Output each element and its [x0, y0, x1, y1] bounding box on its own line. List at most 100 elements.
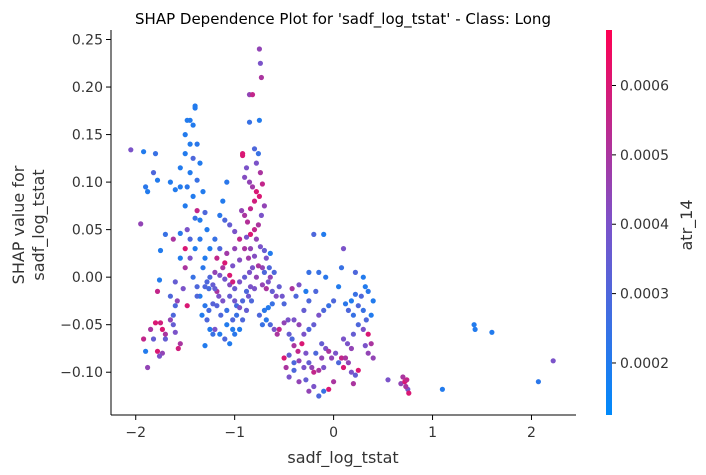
scatter-point — [350, 331, 356, 337]
scatter-point — [172, 303, 178, 309]
scatter-point — [202, 209, 208, 216]
scatter-point — [190, 274, 196, 280]
scatter-point — [338, 355, 345, 361]
scatter-point — [237, 257, 243, 263]
scatter-point — [251, 286, 258, 292]
scatter-point — [266, 265, 272, 271]
scatter-point — [192, 215, 198, 221]
scatter-point — [316, 312, 322, 318]
scatter-point — [148, 326, 154, 332]
scatter-point — [242, 174, 248, 180]
scatter-point — [145, 189, 151, 195]
scatter-point — [220, 265, 226, 271]
x-tick-label: 2 — [527, 425, 536, 441]
scatter-point — [333, 350, 339, 356]
scatter-point — [150, 336, 157, 342]
scatter-point — [143, 348, 149, 354]
scatter-point — [227, 293, 233, 299]
scatter-point — [243, 234, 250, 240]
scatter-point — [159, 326, 165, 332]
scatter-point — [248, 298, 255, 304]
scatter-point — [306, 269, 312, 275]
scatter-point — [249, 265, 256, 271]
scatter-point — [184, 184, 190, 190]
y-axis-ticks: −0.10 −0.05 0.00 0.05 0.10 0.15 0.20 0.25 — [60, 33, 111, 381]
scatter-point — [348, 345, 354, 352]
scatter-point — [355, 322, 361, 328]
scatter-point — [259, 282, 265, 288]
scatter-point — [326, 386, 332, 392]
scatter-point — [306, 360, 312, 366]
x-axis-label: sadf_log_tstat — [287, 448, 398, 468]
scatter-point — [227, 272, 233, 278]
scatter-point — [172, 279, 178, 285]
scatter-point — [352, 291, 358, 297]
y-tick-label: 0.25 — [72, 33, 103, 49]
scatter-point — [301, 307, 307, 313]
scatter-point — [326, 348, 332, 354]
scatter-point — [162, 336, 168, 342]
scatter-point — [345, 307, 351, 313]
scatter-point — [257, 244, 263, 250]
scatter-point — [167, 293, 173, 299]
scatter-point — [202, 303, 208, 309]
scatter-point — [352, 269, 358, 275]
scatter-point — [246, 269, 253, 275]
scatter-point — [398, 381, 404, 387]
scatter-point — [269, 301, 275, 307]
scatter-point — [340, 336, 347, 342]
scatter-point — [194, 293, 200, 299]
scatter-point — [240, 317, 246, 323]
scatter-point — [263, 255, 269, 261]
y-tick-label: 0.15 — [72, 128, 103, 144]
scatter-point — [199, 312, 205, 318]
scatter-point — [340, 364, 347, 371]
scatter-point — [289, 336, 295, 342]
scatter-point — [152, 151, 159, 157]
scatter-point — [247, 284, 254, 290]
scatter-point — [439, 386, 445, 392]
scatter-point — [207, 246, 213, 252]
scatter-point — [247, 246, 254, 252]
scatter-point — [216, 293, 222, 299]
scatter-point — [404, 377, 410, 383]
scatter-point — [224, 179, 230, 185]
scatter-point — [204, 279, 210, 285]
scatter-point — [285, 317, 291, 323]
scatter-point — [204, 227, 210, 233]
scatter-point — [247, 231, 254, 237]
scatter-point — [319, 355, 325, 361]
scatter-point — [187, 170, 193, 176]
scatter-point — [296, 282, 302, 288]
scatter-point — [170, 312, 176, 318]
scatter-point — [194, 177, 200, 183]
scatter-point — [326, 303, 332, 309]
scatter-point — [362, 284, 368, 290]
scatter-point — [237, 236, 243, 242]
scatter-point — [263, 317, 269, 323]
scatter-point — [190, 193, 196, 199]
y-tick-label: −0.05 — [60, 318, 103, 334]
scatter-point — [257, 170, 263, 176]
scatter-point — [313, 288, 319, 294]
scatter-point — [363, 317, 369, 323]
scatter-point — [237, 279, 243, 285]
scatter-point — [303, 350, 309, 356]
scatter-point — [261, 203, 267, 209]
scatter-point — [192, 103, 198, 109]
scatter-point — [247, 206, 254, 212]
scatter-point — [286, 352, 292, 358]
scatter-point — [253, 274, 259, 280]
scatter-point — [243, 288, 250, 294]
scatter-point — [358, 293, 364, 299]
scatter-point — [182, 203, 188, 209]
scatter-point — [295, 348, 301, 354]
scatter-point — [232, 246, 238, 252]
scatter-point — [336, 284, 342, 290]
scatter-point — [370, 355, 376, 361]
y-tick-label: −0.10 — [60, 365, 103, 381]
y-tick-label: 0.05 — [72, 223, 103, 239]
scatter-point — [182, 132, 188, 138]
scatter-point — [190, 155, 196, 161]
scatter-point — [303, 377, 309, 383]
